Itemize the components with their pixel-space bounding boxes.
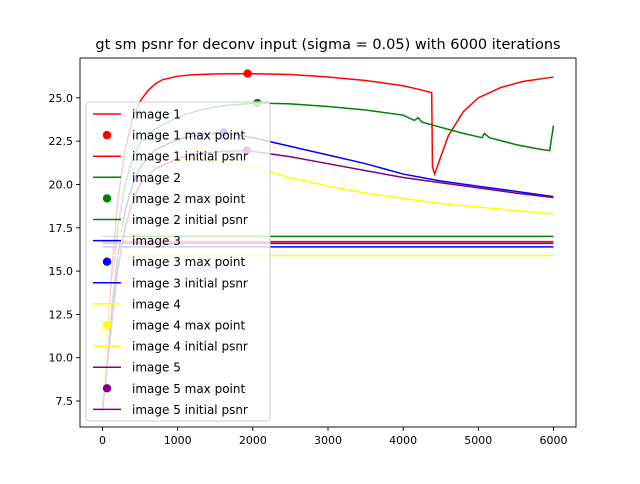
legend-image-1-label: image 1 — [132, 108, 181, 122]
legend-image-2-max-point-swatch — [102, 194, 112, 203]
legend-image-4-max-point-label: image 4 max point — [132, 319, 245, 333]
x-tick-label: 4000 — [389, 434, 417, 447]
x-tick-label: 0 — [99, 434, 106, 447]
legend-image-4-initial-psnr-label: image 4 initial psnr — [132, 340, 248, 354]
y-tick-label: 25.0 — [49, 92, 74, 105]
legend-image-1-max-point-swatch — [102, 130, 112, 140]
y-tick-label: 20.0 — [49, 178, 74, 191]
legend-image-3-max-point-swatch — [102, 257, 112, 266]
legend-image-3-initial-psnr-label: image 3 initial psnr — [132, 276, 248, 290]
x-tick-label: 1000 — [164, 434, 192, 447]
legend-image-2-initial-psnr-label: image 2 initial psnr — [132, 213, 248, 227]
y-tick-label: 22.5 — [49, 135, 74, 148]
x-tick-label: 6000 — [539, 434, 567, 447]
legend-image-5-initial-psnr-label: image 5 initial psnr — [132, 403, 248, 417]
y-tick-label: 10.0 — [49, 352, 74, 365]
chart-title: gt sm psnr for deconv input (sigma = 0.0… — [95, 37, 560, 53]
legend-image-1-initial-psnr-label: image 1 initial psnr — [132, 150, 248, 164]
legend-image-3-max-point-label: image 3 max point — [132, 255, 245, 269]
x-tick-label: 3000 — [314, 434, 342, 447]
axes-layer: 0 1000 2000 3000 4000 5000 6000 7.5 10.0 12.5 15.0… — [49, 57, 577, 447]
legend-image-1-max-point-label: image 1 max point — [132, 129, 245, 143]
image-1-max-point-marker — [243, 69, 252, 78]
legend-image-5-max-point-swatch — [102, 384, 112, 393]
x-tick-label: 5000 — [464, 434, 492, 447]
legend-image-4-max-point-swatch — [102, 320, 112, 330]
legend-image-5-label: image 5 — [132, 361, 181, 375]
y-tick-label: 15.0 — [49, 265, 74, 278]
x-tick-label: 2000 — [239, 434, 267, 447]
legend-image-2-max-point-label: image 2 max point — [132, 192, 245, 206]
legend: image 1 image 1 max point image 1 initial … — [85, 101, 271, 422]
y-tick-label: 7.5 — [56, 395, 74, 408]
legend-image-4-label: image 4 — [132, 297, 181, 311]
legend-image-2-label: image 2 — [132, 171, 181, 185]
y-tick-label: 17.5 — [49, 222, 74, 235]
y-tick-label: 12.5 — [49, 308, 74, 321]
legend-box — [85, 101, 271, 422]
legend-image-3-label: image 3 — [132, 234, 181, 248]
legend-image-5-max-point-label: image 5 max point — [132, 382, 245, 396]
